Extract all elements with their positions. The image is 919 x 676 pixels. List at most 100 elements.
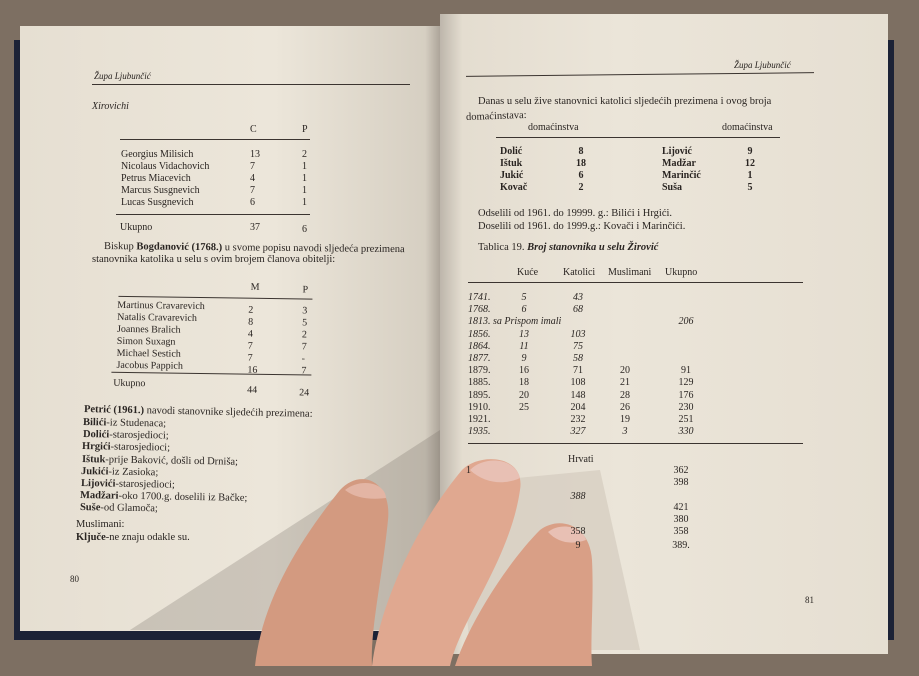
moved-in: Doselili od 1961. do 1999.g.: Kovači i M… bbox=[478, 221, 686, 232]
population-cell: 330 bbox=[678, 426, 694, 438]
muslims-line: Ključe-ne znaju odakle su. bbox=[76, 532, 190, 543]
population-year: 1856. bbox=[468, 328, 491, 340]
population-cell: 3 bbox=[622, 426, 628, 438]
population-cell: 58 bbox=[573, 353, 583, 364]
population-year: 1864. bbox=[468, 340, 491, 352]
table1-p: 1 bbox=[302, 161, 307, 172]
population-cell: 13 bbox=[519, 328, 529, 340]
table1-name: Lucas Susgnevich bbox=[121, 197, 194, 208]
households-header-2: domaćinstva bbox=[722, 122, 773, 133]
caption-title: Broj stanovnika u selu Žirović bbox=[527, 242, 659, 253]
population-cell: 75 bbox=[573, 340, 583, 352]
fingernail-icon bbox=[470, 460, 520, 483]
population-cell: 362 bbox=[673, 465, 689, 476]
population-cell: 204 bbox=[570, 401, 586, 413]
origin: -ne znaju odakle su. bbox=[105, 532, 190, 543]
household-surname: Dolić bbox=[500, 146, 523, 157]
finger-index-icon bbox=[372, 459, 521, 666]
population-cell: 230 bbox=[678, 401, 694, 413]
table1-name: Georgius Milisich bbox=[121, 149, 194, 160]
population-year: 1895. bbox=[468, 389, 491, 401]
population-cell: 358 bbox=[673, 526, 689, 537]
population-cell: 68 bbox=[573, 304, 583, 316]
population-cell: 20 bbox=[620, 365, 630, 377]
running-head-left: Župa Ljubunčić bbox=[94, 71, 151, 81]
caption-prefix: Tablica 19. bbox=[478, 242, 528, 253]
table1-header-p: P bbox=[302, 124, 308, 135]
section-title: Xirovichi bbox=[92, 101, 129, 112]
population-cell: 176 bbox=[678, 389, 694, 401]
intro-line1: Danas u selu žive stanovnici katolici sl… bbox=[478, 96, 772, 107]
header-rule-left bbox=[92, 84, 410, 85]
finger-middle-icon bbox=[455, 523, 593, 666]
population-cell: 20 bbox=[519, 389, 529, 401]
table1-c: 13 bbox=[250, 149, 260, 160]
population-cell: 26 bbox=[620, 401, 630, 413]
households-header-1: domaćinstva bbox=[528, 122, 579, 133]
table1-total-label: Ukupno bbox=[120, 222, 153, 233]
table1-c: 7 bbox=[250, 185, 255, 196]
population-cell: 327 bbox=[570, 426, 586, 438]
table1-p: 2 bbox=[302, 149, 307, 160]
household-count: 18 bbox=[576, 158, 586, 169]
population-cell: 28 bbox=[620, 389, 630, 401]
household-count: 5 bbox=[747, 182, 753, 193]
household-count: 8 bbox=[578, 146, 584, 157]
population-header: Ukupno bbox=[665, 267, 698, 278]
household-surname: Marinčić bbox=[662, 170, 701, 181]
population-cell: 148 bbox=[570, 389, 586, 401]
population-cell: 25 bbox=[519, 401, 529, 413]
population-header: Katolici bbox=[563, 267, 596, 278]
population-cell: 206 bbox=[678, 316, 694, 328]
population-cell: 16 bbox=[519, 365, 529, 377]
population-year: 1768. bbox=[468, 304, 491, 316]
population-cell: 108 bbox=[570, 377, 586, 389]
table1-header-c: C bbox=[250, 124, 257, 135]
population-cell: 103 bbox=[570, 328, 586, 340]
population-cell: 388 bbox=[570, 491, 586, 502]
household-count: 1 bbox=[747, 170, 753, 181]
running-head-right: Župa Ljubunčić bbox=[734, 60, 791, 70]
table1-c: 7 bbox=[250, 161, 255, 172]
population-cell: 389. bbox=[672, 540, 690, 551]
table1-total-c: 37 bbox=[250, 222, 260, 233]
population-cell: 232 bbox=[570, 414, 586, 425]
table1-p: 1 bbox=[302, 185, 307, 196]
household-surname: Lijović bbox=[662, 146, 692, 157]
population-cell: 21 bbox=[620, 377, 630, 389]
table1-rule bbox=[120, 139, 310, 140]
population-cell: 9 bbox=[521, 353, 527, 364]
table1-p: 1 bbox=[302, 197, 307, 208]
table1-total-p: 6 bbox=[302, 224, 307, 235]
population-cell: 358 bbox=[570, 526, 586, 537]
population-year: 1879. bbox=[468, 365, 491, 377]
population-cell: 380 bbox=[673, 514, 689, 525]
finger-thumb-icon bbox=[255, 479, 389, 666]
population-cell: 6 bbox=[521, 304, 527, 316]
population-year: 1 bbox=[466, 465, 471, 476]
table1-c: 6 bbox=[250, 197, 255, 208]
page-number-left: 80 bbox=[70, 574, 79, 584]
population-year: 1885. bbox=[468, 377, 491, 389]
table1-p: 1 bbox=[302, 173, 307, 184]
population-cell: 43 bbox=[573, 292, 583, 303]
household-count: 2 bbox=[578, 182, 584, 193]
table1-name: Marcus Susgnevich bbox=[121, 185, 200, 196]
population-cell: 251 bbox=[678, 414, 694, 425]
fingernail-icon bbox=[548, 526, 586, 543]
population-cell: 71 bbox=[573, 365, 583, 377]
household-surname: Madžar bbox=[662, 158, 696, 169]
page-number-right: 81 bbox=[805, 595, 814, 605]
household-count: 12 bbox=[745, 158, 755, 169]
household-surname: Kovač bbox=[500, 182, 528, 193]
population-header: Muslimani bbox=[608, 267, 652, 278]
population-cell: 18 bbox=[519, 377, 529, 389]
surname: Ključe bbox=[76, 532, 106, 543]
population-cell: 11 bbox=[519, 340, 529, 352]
population-header: Kuće bbox=[517, 267, 539, 278]
table1-name: Petrus Miacevich bbox=[121, 173, 191, 184]
population-table-bottom-rule bbox=[468, 443, 803, 444]
household-surname: Suša bbox=[662, 182, 683, 193]
households-rule bbox=[496, 137, 780, 138]
